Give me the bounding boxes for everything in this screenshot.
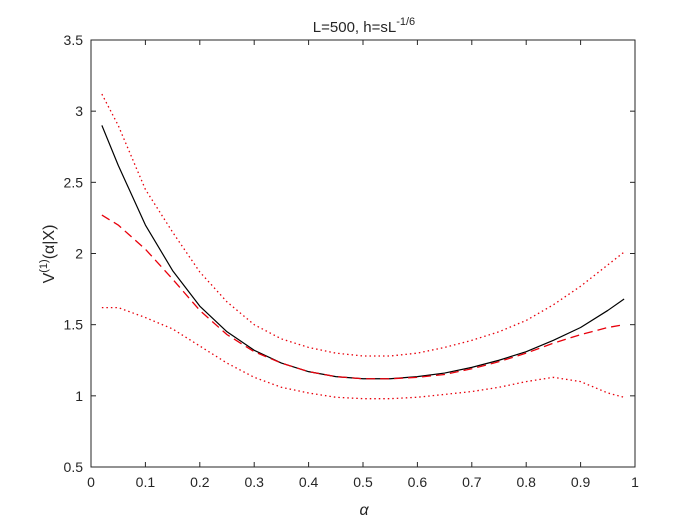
series-line-2-dashed (101, 214, 625, 380)
x-tick-label: 0 (87, 474, 95, 490)
x-axis-label: α (359, 502, 369, 519)
x-tick-label: 0.3 (244, 474, 264, 490)
y-axis-label: V(1)(α|X) (38, 225, 58, 284)
x-tick-label: 0.8 (516, 474, 536, 490)
y-tick-label: 2 (75, 246, 83, 262)
x-tick-label: 0.4 (299, 474, 319, 490)
series-line-3-dotted (101, 93, 625, 357)
y-tick-label: 3 (75, 103, 83, 119)
y-axis-label-prefix: V (41, 272, 58, 283)
x-tick-label: 0.6 (408, 474, 428, 490)
x-tick-label: 0.2 (190, 474, 210, 490)
chart-title-superscript: -1/6 (396, 16, 415, 28)
y-tick-label: 1.5 (64, 317, 84, 333)
series-line-1-solid (101, 125, 625, 380)
y-tick-label: 2.5 (64, 174, 84, 190)
axes-box (90, 39, 636, 468)
x-tick-label: 0.1 (136, 474, 156, 490)
x-tick-label: 0.7 (462, 474, 482, 490)
chart-title: L=500, h=sL-1/6 (313, 16, 415, 36)
x-tick-label: 0.5 (353, 474, 373, 490)
y-axis-label-suffix: (α|X) (41, 225, 58, 260)
y-tick-label: 3.5 (64, 32, 84, 48)
x-tick-label: 1 (631, 474, 639, 490)
plot-area: 0 0.1 0.2 0.3 0.4 0.5 0.6 0.7 0.8 0.9 1 0.5 1 1.5 2 2.5… (64, 32, 640, 490)
plot-background (91, 40, 635, 467)
y-tick-label: 0.5 (64, 459, 84, 475)
y-axis-label-superscript: (1) (38, 259, 50, 272)
chart-title-main: L=500, h=sL (313, 19, 396, 36)
series-line-4-dotted (101, 306, 625, 400)
x-tick-label: 0.9 (571, 474, 591, 490)
y-tick-label: 1 (75, 388, 83, 404)
